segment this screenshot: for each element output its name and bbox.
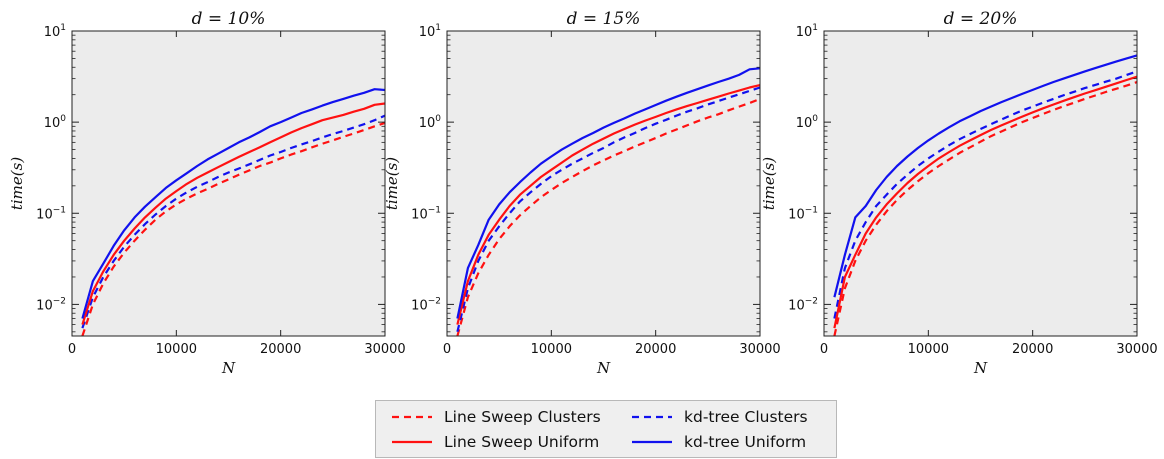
y-tick-label: 10−1 [411,205,441,222]
x-tick-label: 20000 [260,342,301,357]
legend-item-line-sweep-uniform: Line Sweep Uniform [392,432,599,452]
legend-item-kd-tree-uniform: kd-tree Uniform [632,432,806,452]
y-tick-label: 100 [419,114,442,131]
x-tick-label: 0 [820,342,828,357]
y-tick-label: 10−1 [788,205,818,222]
x-axis-label: N [221,359,236,377]
legend-item-line-sweep-clusters: Line Sweep Clusters [392,407,601,427]
legend: Line Sweep Clusters kd-tree Clusters Lin… [375,400,837,458]
y-tick-label: 101 [44,23,66,40]
x-tick-label: 10000 [908,342,949,357]
series-line-line-sweep-clusters [833,81,1138,337]
series-line-line-sweep-clusters [456,97,761,337]
plot-area [824,31,1137,336]
legend-item-kd-tree-clusters: kd-tree Clusters [632,407,808,427]
x-tick-label: 20000 [635,342,676,357]
plot-frame [446,30,761,337]
series-line-line-sweep-uniform [81,102,386,325]
y-axis-label: time(s) [760,157,778,210]
legend-swatch-solid-blue [632,440,672,444]
legend-swatch-dashed-red [392,415,432,419]
y-tick-label: 10−2 [36,296,66,313]
y-tick-label: 10−1 [36,205,66,222]
legend-swatch-solid-red [392,440,432,444]
subplot-title: d = 20% [944,9,1018,29]
x-tick-label: 20000 [1012,342,1053,357]
subplot-title: d = 10% [192,9,266,29]
legend-label: Line Sweep Clusters [444,408,601,426]
x-axis-label: N [596,359,611,377]
legend-label: Line Sweep Uniform [444,433,600,451]
series-line-kd-tree-uniform [81,88,386,319]
x-axis-label: N [973,359,988,377]
series-line-line-sweep-uniform [833,75,1138,329]
x-tick-label: 10000 [531,342,572,357]
series-line-kd-tree-clusters [833,70,1138,319]
y-tick-label: 101 [419,23,441,40]
plot-frame [823,30,1138,337]
plot-area [72,31,385,336]
y-axis-label: time(s) [8,157,26,210]
x-tick-label: 0 [443,342,451,357]
plot-frame [71,30,386,337]
subplot-1: 0 10000 20000 30000 10−2 10−1 100 101 d = 10% Nti… [8,9,406,377]
series-line-kd-tree-uniform [456,67,761,319]
y-tick-label: 100 [796,114,819,131]
x-tick-label: 10000 [156,342,197,357]
series-line-line-sweep-uniform [456,84,761,325]
x-tick-label: 30000 [364,342,405,357]
series-line-kd-tree-uniform [833,54,1138,298]
y-tick-label: 10−2 [411,296,441,313]
y-tick-label: 101 [796,23,818,40]
subplot-3: 0 10000 20000 30000 10−2 10−1 100 101 d = 20% Nti… [760,9,1158,377]
y-tick-label: 10−2 [788,296,818,313]
plot-area [447,31,760,336]
legend-swatch-dashed-blue [632,415,672,419]
subplot-2: 0 10000 20000 30000 10−2 10−1 100 101 d = 15% Nti… [383,9,781,377]
x-tick-label: 30000 [1116,342,1157,357]
x-tick-label: 0 [68,342,76,357]
y-axis-label: time(s) [383,157,401,210]
x-tick-label: 30000 [739,342,780,357]
subplot-title: d = 15% [567,9,641,29]
legend-label: kd-tree Uniform [684,433,807,451]
y-tick-label: 100 [44,114,67,131]
legend-label: kd-tree Clusters [684,408,808,426]
series-line-kd-tree-clusters [456,86,761,333]
series-line-line-sweep-clusters [81,121,386,337]
